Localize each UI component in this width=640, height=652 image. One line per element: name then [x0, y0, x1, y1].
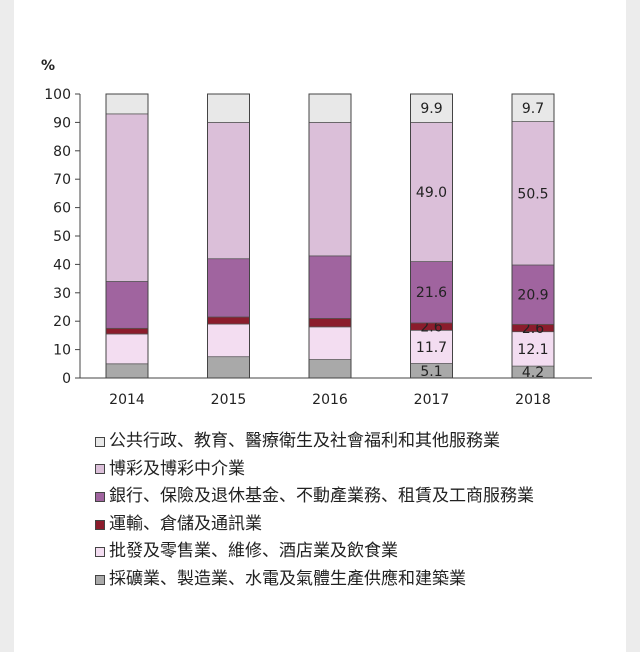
- data-label: 9.9: [420, 101, 442, 117]
- data-label: 5.1: [420, 364, 442, 380]
- legend-label: 銀行、保險及退休基金、不動產業務、租賃及工商服務業: [109, 486, 534, 507]
- stacked-bar-chart: % 0 10 20 30 40 50 60 70 80 90 100 2014 2015 2016 5.1 11…: [41, 58, 592, 408]
- bar-segment: [410, 93, 453, 123]
- y-tick-label: 70: [53, 172, 71, 188]
- legend-label: 博彩及博彩中介業: [109, 458, 245, 479]
- bar-segment: [105, 333, 149, 365]
- legend-item: 運輸、倉儲及通訊業: [95, 511, 595, 539]
- bar-outline: [105, 93, 149, 379]
- legend-swatch: [95, 491, 105, 502]
- bar-segment: [308, 122, 352, 257]
- bar-segment: [308, 255, 352, 319]
- y-tick-label: 10: [53, 343, 71, 359]
- legend-item: 批發及零售業、維修、酒店業及飲食業: [95, 538, 595, 566]
- y-tick-label: 60: [53, 201, 71, 217]
- x-tick-label: 2015: [211, 392, 247, 408]
- legend-item: 銀行、保險及退休基金、不動產業務、租賃及工商服務業: [95, 483, 595, 511]
- bar-segment: [207, 258, 250, 318]
- bar-outline: [410, 93, 453, 379]
- bar-segment: [511, 93, 555, 122]
- bar-segment: [308, 318, 352, 328]
- bar-segment: [207, 122, 250, 260]
- bar-segment: [105, 281, 149, 329]
- data-label: 9.7: [522, 101, 544, 117]
- y-tick-label: 30: [53, 286, 71, 302]
- x-tick-label: 2014: [109, 392, 145, 408]
- legend-item: 博彩及博彩中介業: [95, 456, 595, 484]
- bar-segment: [410, 261, 453, 324]
- bar-segment: [207, 316, 250, 325]
- legend-swatch: [95, 574, 105, 585]
- bar-segment: [207, 356, 250, 379]
- y-tick-label: 80: [53, 144, 71, 160]
- y-tick-label: 50: [53, 229, 71, 245]
- data-label: 11.7: [416, 340, 447, 356]
- legend-swatch: [95, 519, 105, 530]
- y-unit-label: %: [41, 58, 55, 74]
- bar-segment: [105, 327, 149, 335]
- y-tick-label: 20: [53, 314, 71, 330]
- bar-segment: [105, 363, 149, 379]
- bar-segment: [308, 326, 352, 360]
- legend-swatch: [95, 547, 105, 558]
- legend-label: 公共行政、教育、醫療衛生及社會福利和其他服務業: [109, 431, 500, 451]
- bar-segment: [105, 113, 149, 282]
- legend-label: 運輸、倉儲及通訊業: [109, 513, 262, 534]
- bar-segment: [308, 359, 352, 379]
- bar-outline: [511, 93, 555, 379]
- legend-label: 批發及零售業、維修、酒店業及飲食業: [109, 541, 398, 562]
- x-tick-label: 2016: [312, 392, 348, 408]
- bar-segment: [207, 323, 250, 358]
- bar-outline: [308, 93, 352, 379]
- legend-label: 採礦業、製造業、水電及氣體生產供應和建築業: [109, 568, 466, 589]
- x-tick-label: 2017: [414, 392, 450, 408]
- bar-segment: [511, 264, 555, 325]
- data-label: 2.6: [420, 320, 442, 336]
- bar-outline: [207, 93, 250, 379]
- chart-legend: 公共行政、教育、醫療衛生及社會福利和其他服務業 博彩及博彩中介業銀行、保險及退休基…: [95, 428, 595, 594]
- y-tick-label: 100: [44, 87, 71, 103]
- legend-swatch: [95, 464, 105, 475]
- bar-segment: [308, 93, 352, 123]
- y-tick-label: 40: [53, 257, 71, 273]
- data-label: 12.1: [517, 342, 548, 358]
- data-label: 50.5: [517, 186, 548, 202]
- data-label: 20.9: [517, 288, 548, 304]
- legend-item: 採礦業、製造業、水電及氣體生產供應和建築業: [95, 566, 595, 594]
- y-tick-label: 90: [53, 115, 71, 131]
- legend-item: 公共行政、教育、醫療衛生及社會福利和其他服務業: [95, 428, 595, 456]
- bar-segment: [207, 93, 250, 123]
- data-label: 49.0: [416, 185, 447, 201]
- x-tick-label: 2018: [515, 392, 551, 408]
- data-label: 2.6: [522, 321, 544, 337]
- legend-swatch: [95, 436, 105, 447]
- data-label: 21.6: [416, 285, 447, 301]
- data-label: 4.2: [522, 365, 544, 381]
- bar-segment: [511, 121, 555, 266]
- y-tick-label: 0: [62, 371, 71, 387]
- bar-segment: [105, 93, 149, 115]
